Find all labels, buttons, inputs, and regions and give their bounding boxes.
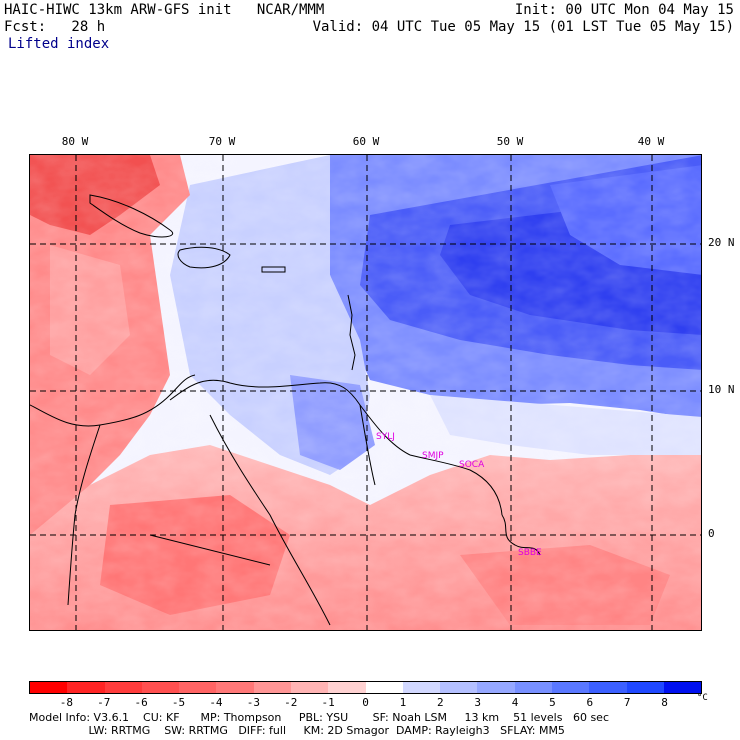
colorbar-tick-label: -6: [134, 696, 148, 709]
colorbar-segment: [290, 682, 329, 693]
colorbar-segment: [30, 682, 68, 693]
init-time: Init: 00 UTC Mon 04 May 15: [514, 2, 734, 18]
lon-label-80w: 80 W: [61, 135, 89, 148]
amazon-mouth-coastline: [501, 514, 541, 556]
lifted-index-map: [29, 154, 702, 631]
station-smjp: SMJP: [422, 451, 444, 461]
colorbar: [29, 681, 702, 694]
colorbar-segment: [477, 682, 515, 693]
colorbar-tick-label: -2: [284, 696, 298, 709]
colorbar-segment: [141, 682, 180, 693]
lesser-antilles: [347, 294, 356, 371]
colorbar-tick-label: 4: [511, 696, 519, 709]
variable-name: Lifted index: [8, 36, 110, 52]
colorbar-segment: [67, 682, 105, 693]
cuba-coastline: [89, 194, 173, 238]
colorbar-segment: [551, 682, 590, 693]
colorbar-segment: [402, 682, 441, 693]
lon-label-60w: 60 W: [352, 135, 380, 148]
texture-overlay: [30, 155, 701, 630]
coastlines: [30, 194, 541, 626]
colorbar-tick-label: -7: [97, 696, 111, 709]
colorbar-segment: [179, 682, 217, 693]
colorbar-tick-label: 5: [549, 696, 556, 709]
colorbar-segment: [589, 682, 627, 693]
model-info-line1: Model Info: V3.6.1 CU: KF MP: Thompson P…: [29, 711, 609, 724]
colorbar-tick-label: 2: [436, 696, 444, 709]
colorbar-segment: [626, 682, 664, 693]
border-colombia-peru: [149, 534, 271, 566]
colorbar-segment: [663, 682, 702, 693]
colorbar-tick-label: -8: [59, 696, 73, 709]
venezuela-coastline: [169, 379, 411, 456]
colorbar-tick-label: 8: [661, 696, 668, 709]
colorbar-segment: [514, 682, 552, 693]
lat-label-0: 0: [708, 527, 715, 540]
colorbar-segment: [328, 682, 366, 693]
plot-title: HAIC-HIWC 13km ARW-GFS init NCAR/MMM: [4, 2, 325, 18]
colorbar-tick-label: 3: [474, 696, 481, 709]
model-info-line2: LW: RRTMG SW: RRTMG DIFF: full KM: 2D Sm…: [29, 724, 565, 737]
colorbar-tick-label: 1: [399, 696, 407, 709]
puerto-rico-coastline: [261, 266, 286, 273]
hispaniola-coastline: [177, 246, 231, 269]
lon-label-70w: 70 W: [208, 135, 236, 148]
lon-label-40w: 40 W: [637, 135, 665, 148]
lat-label-10n: 10 N: [708, 383, 735, 396]
colorbar-segment: [365, 682, 403, 693]
colorbar-tick-label: 6: [586, 696, 594, 709]
map-canvas: [30, 155, 701, 630]
latlon-grid: [30, 155, 701, 630]
pacific-coastline: [67, 424, 101, 606]
colorbar-tick-label: -3: [246, 696, 260, 709]
station-sylj: SYLJ: [376, 432, 395, 442]
colorbar-tick-label: -1: [321, 696, 335, 709]
colorbar-segment: [253, 682, 291, 693]
border-colombia-venezuela: [209, 414, 331, 626]
station-sbbe: SBBE: [518, 548, 542, 558]
lat-label-20n: 20 N: [708, 236, 735, 249]
guianas-coastline: [409, 454, 503, 516]
colorbar-tick-label: 0: [362, 696, 369, 709]
colorbar-tick-label: -5: [171, 696, 186, 709]
valid-time: Valid: 04 UTC Tue 05 May 15 (01 LST Tue …: [312, 19, 734, 35]
forecast-hour: Fcst: 28 h: [4, 19, 106, 35]
colorbar-tick-label: -4: [209, 696, 223, 709]
colorbar-segment: [440, 682, 478, 693]
lon-label-50w: 50 W: [496, 135, 524, 148]
panama-coastline: [30, 374, 196, 427]
colorbar-tick-label: 7: [623, 696, 631, 709]
station-soca: SOCA: [459, 460, 485, 470]
colorbar-unit: °C: [697, 693, 708, 703]
colorbar-segment: [104, 682, 142, 693]
colorbar-segment: [216, 682, 254, 693]
